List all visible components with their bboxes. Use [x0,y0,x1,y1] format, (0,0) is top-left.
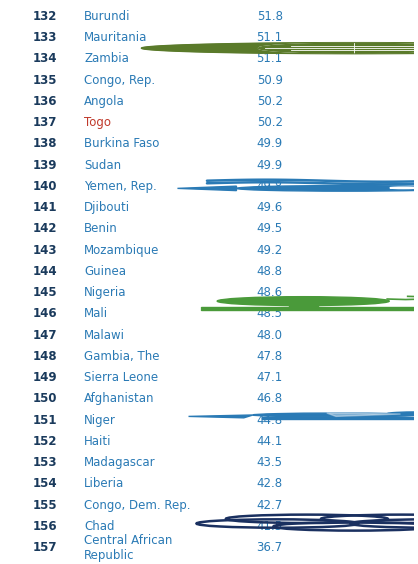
Text: 42.8: 42.8 [257,478,283,491]
Text: 132: 132 [33,10,57,23]
Text: 151: 151 [33,413,57,427]
Ellipse shape [253,413,418,417]
Text: Congo, Rep.: Congo, Rep. [84,73,155,86]
Text: Burkina Faso: Burkina Faso [84,137,159,151]
Text: 147: 147 [33,329,57,342]
Text: 149: 149 [33,371,57,384]
Text: Yemen, Rep.: Yemen, Rep. [84,180,157,193]
Text: 145: 145 [33,286,57,299]
FancyBboxPatch shape [289,301,318,307]
Text: Niger: Niger [84,413,116,427]
Text: 48.6: 48.6 [257,286,283,299]
Text: 50.2: 50.2 [257,116,283,129]
Text: 51.1: 51.1 [257,31,283,44]
Text: Congo, Dem. Rep.: Congo, Dem. Rep. [84,499,191,512]
Text: 135: 135 [33,73,57,86]
Text: 42.7: 42.7 [257,499,283,512]
Text: Chad: Chad [84,520,115,533]
Text: 36.7: 36.7 [257,541,283,554]
Text: 137: 137 [33,116,57,129]
Text: 146: 146 [33,307,57,320]
Text: 157: 157 [33,541,57,554]
Text: 44.8: 44.8 [257,413,283,427]
Text: Sudan: Sudan [84,158,121,171]
FancyBboxPatch shape [262,417,418,418]
Text: Mali: Mali [84,307,108,320]
Text: 49.9: 49.9 [257,137,283,151]
Text: Madagascar: Madagascar [84,456,155,469]
Text: 51.1: 51.1 [257,52,283,65]
Text: 46.8: 46.8 [257,393,283,406]
Text: 156: 156 [33,520,57,533]
Polygon shape [141,43,418,54]
Text: 49.2: 49.2 [257,244,283,257]
Text: 47.8: 47.8 [257,350,283,363]
Text: Central African
Republic: Central African Republic [84,534,173,562]
Text: Burundi: Burundi [84,10,130,23]
Text: Benin: Benin [84,222,118,235]
Text: 48.0: 48.0 [257,329,283,342]
Text: Guinea: Guinea [84,265,126,278]
Text: Mauritania: Mauritania [84,31,148,44]
Text: 49.6: 49.6 [257,201,283,214]
Text: 150: 150 [33,393,57,406]
Polygon shape [327,413,400,416]
Text: Afghanistan: Afghanistan [84,393,155,406]
Text: 48.5: 48.5 [257,307,283,320]
Text: 48.8: 48.8 [257,265,283,278]
Text: 143: 143 [33,244,57,257]
Text: 142: 142 [33,222,57,235]
Text: Angola: Angola [84,95,125,108]
Text: Djibouti: Djibouti [84,201,130,214]
Text: 133: 133 [33,31,57,44]
Text: 144: 144 [33,265,57,278]
Text: 50.2: 50.2 [257,95,283,108]
Text: Sierra Leone: Sierra Leone [84,371,158,384]
Text: 155: 155 [33,499,57,512]
Text: 153: 153 [33,456,57,469]
FancyBboxPatch shape [201,309,418,310]
Text: 141: 141 [33,201,57,214]
FancyBboxPatch shape [262,418,418,419]
Text: Gambia, The: Gambia, The [84,350,160,363]
Polygon shape [178,186,237,191]
Text: Malawi: Malawi [84,329,125,342]
Text: 136: 136 [33,95,57,108]
Text: 44.1: 44.1 [257,435,283,448]
Text: 51.8: 51.8 [257,10,283,23]
Text: 49.5: 49.5 [257,222,283,235]
Text: 140: 140 [33,180,57,193]
Text: 43.5: 43.5 [257,456,283,469]
Text: 49.9: 49.9 [257,158,283,171]
Text: 134: 134 [33,52,57,65]
FancyBboxPatch shape [201,307,418,308]
Text: 138: 138 [33,137,57,151]
Text: 47.1: 47.1 [257,371,283,384]
Circle shape [387,412,418,415]
Text: 50.9: 50.9 [257,73,283,86]
Text: 139: 139 [33,158,57,171]
Ellipse shape [237,186,418,191]
Polygon shape [189,415,253,418]
Text: Haiti: Haiti [84,435,112,448]
Text: 154: 154 [33,478,57,491]
Circle shape [390,187,417,188]
Text: Liberia: Liberia [84,478,124,491]
Circle shape [259,43,418,53]
Text: Nigeria: Nigeria [84,286,127,299]
Circle shape [217,297,389,306]
Circle shape [259,43,418,53]
Text: 49.8: 49.8 [257,180,283,193]
Text: 152: 152 [33,435,57,448]
Text: Mozambique: Mozambique [84,244,159,257]
Text: 148: 148 [33,350,57,363]
Text: Zambia: Zambia [84,52,129,65]
Text: Togo: Togo [84,116,111,129]
Text: 41.5: 41.5 [257,520,283,533]
